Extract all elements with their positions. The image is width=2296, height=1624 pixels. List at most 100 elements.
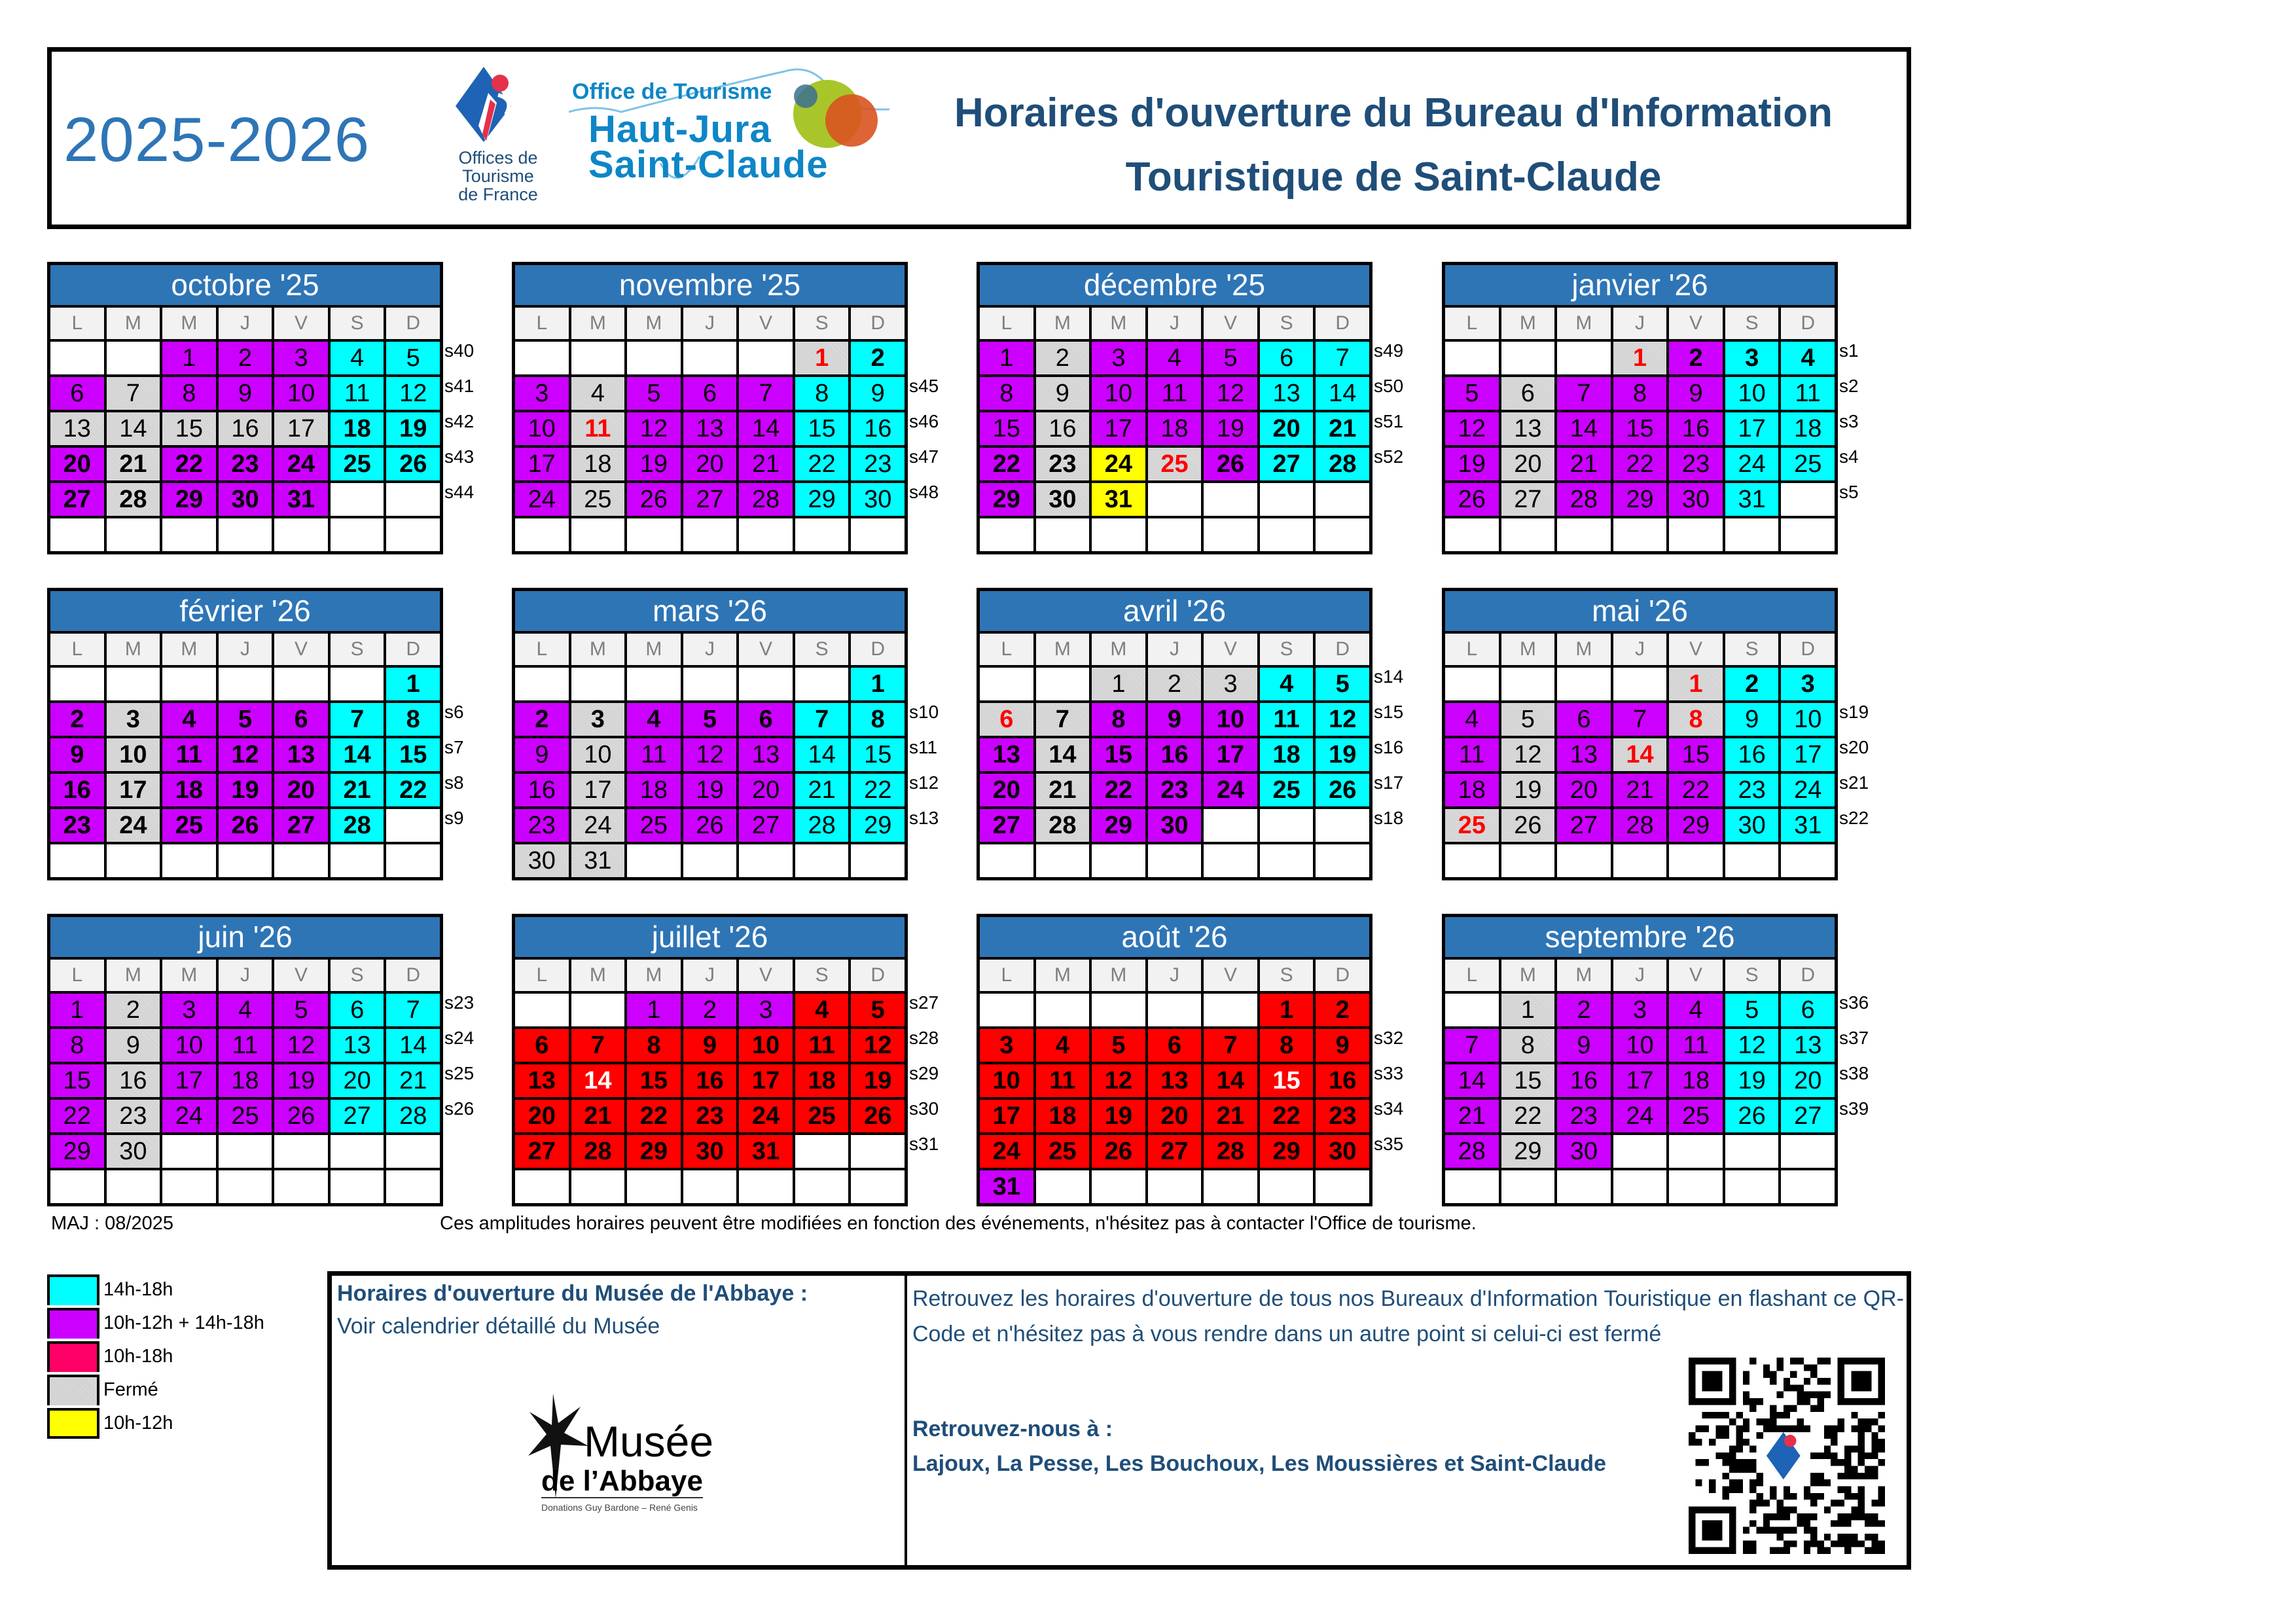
weekday-header: M [627,308,681,339]
day-cell: 29 [1259,1135,1314,1168]
week-number [1839,666,1878,701]
day-cell: 28 [1035,809,1090,842]
weekday-header: V [1204,308,1257,339]
week-number [909,340,948,375]
day-cell: 26 [1445,483,1499,516]
day-cell: 14 [739,412,793,445]
week-number [1839,1133,1878,1168]
empty-cell [1092,844,1145,877]
day-cell: 13 [330,1029,384,1062]
day-cell: 3 [106,703,160,736]
day-cell: 9 [515,738,569,771]
empty-cell [980,844,1033,877]
day-cell: 2 [106,994,160,1026]
day-cell: 4 [218,994,272,1026]
empty-cell [1445,668,1499,700]
day-cell: 24 [106,809,160,842]
weekday-header: M [1501,960,1555,991]
weekday-header: S [795,308,849,339]
month-title: janvier '26 [1442,262,1838,305]
week-number: s37 [1839,1028,1869,1048]
day-cell: 18 [1035,1100,1090,1132]
legend-item: 10h-12h + 14h-18h [47,1307,264,1340]
day-cell: 30 [1725,809,1779,842]
day-cell: 18 [1781,412,1835,445]
week-number: s42 [444,411,475,431]
day-cell: 3 [1613,994,1667,1026]
day-cell: 26 [1501,809,1555,842]
day-cell: 3 [515,377,569,410]
weekday-header: V [1669,960,1723,991]
day-cell: 16 [1669,412,1723,445]
day-cell: 21 [1204,1100,1257,1132]
day-cell: 23 [1725,774,1779,806]
empty-cell [1501,668,1555,700]
day-cell: 10 [980,1064,1033,1097]
week-number: s22 [1839,808,1869,828]
day-cell: 4 [162,703,216,736]
empty-cell [106,518,160,551]
empty-cell [1445,994,1499,1026]
day-cell: 3 [571,703,625,736]
day-cell: 17 [1613,1064,1667,1097]
day-cell: 29 [1613,483,1667,516]
day-cell: 24 [571,809,625,842]
empty-cell [571,994,625,1026]
weekday-header: M [627,960,681,991]
weekday-header: V [739,634,793,665]
day-cell: 3 [1725,342,1779,374]
week-number: s25 [444,1063,475,1083]
day-cell: 23 [1147,774,1202,806]
month-grid: L M M J V S D 1 2 3 4 5 6 7 8 9 10 11 12 13 14 15 16 17 18 19 20 21… [512,631,908,880]
weekday-header: M [1501,634,1555,665]
empty-cell [1445,342,1499,374]
day-cell: 9 [1035,377,1090,410]
day-cell: 12 [851,1029,905,1062]
weekday-header: S [1259,308,1314,339]
day-cell: 5 [1725,994,1779,1026]
week-number: s18 [1374,808,1404,828]
week-number: s44 [444,482,475,502]
otf-line-3: de France [458,185,538,204]
weekday-header: M [162,634,216,665]
day-cell: 3 [1092,342,1145,374]
day-cell: 17 [980,1100,1033,1132]
week-number: s15 [1374,702,1404,722]
day-cell: 17 [162,1064,216,1097]
day-cell: 12 [1092,1064,1145,1097]
weekday-header: M [1035,634,1090,665]
week-number: s34 [1374,1098,1404,1119]
weekday-header: V [274,308,328,339]
day-cell: 19 [683,774,737,806]
empty-cell [1781,844,1835,877]
legend-swatch [47,1274,99,1305]
empty-cell [386,483,440,516]
week-number: s47 [909,446,939,467]
weekday-header: M [162,960,216,991]
legend: 14h-18h 10h-12h + 14h-18h 10h-18h Fermé 10h-… [47,1273,264,1440]
day-cell: 20 [1147,1100,1202,1132]
day-cell: 13 [515,1064,569,1097]
month-grid: L M M J V S D 1 2 3 4 5 6 7 8 9 10 11 12 13 14 15 16 17 18 19 20 21… [1442,305,1838,554]
day-cell: 3 [1781,668,1835,700]
day-cell: 14 [1035,738,1090,771]
legend-swatch [47,1375,99,1405]
empty-cell [515,1170,569,1203]
empty-cell [515,518,569,551]
weekday-header: S [1725,634,1779,665]
week-number: s50 [1374,376,1404,396]
day-cell: 8 [627,1029,681,1062]
week-number [444,1168,484,1204]
day-cell: 13 [274,738,328,771]
weekday-header: D [1781,308,1835,339]
day-cell: 17 [1725,412,1779,445]
day-cell: 8 [1092,703,1145,736]
day-cell: 19 [627,448,681,480]
week-number: s6 [444,702,464,722]
empty-cell [1204,844,1257,877]
empty-cell [1092,1170,1145,1203]
qr-code-icon[interactable] [1689,1358,1885,1554]
day-cell: 24 [162,1100,216,1132]
empty-cell [627,518,681,551]
museum-calendar-link[interactable]: Voir calendrier détaillé du Musée [337,1314,660,1339]
